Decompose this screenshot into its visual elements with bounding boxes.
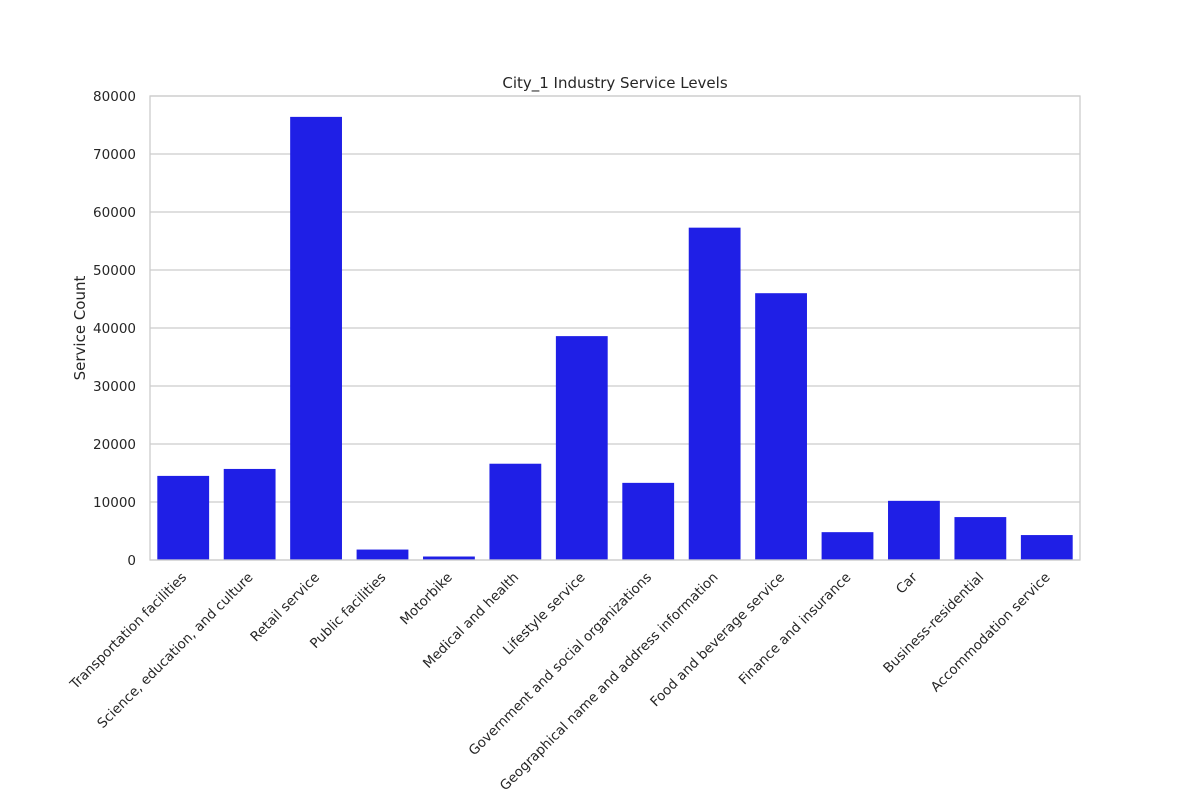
grid	[150, 95, 1080, 561]
bar	[954, 517, 1007, 560]
y-tick-label: 40000	[93, 321, 136, 337]
y-tick-label: 0	[127, 553, 136, 569]
y-axis-ticks: 0 10000 20000 30000 40000 50000 60000 70000 8000…	[93, 89, 136, 569]
y-tick-label: 10000	[93, 495, 136, 511]
bar	[157, 475, 210, 560]
bar	[290, 116, 342, 560]
x-tick-label: Food and beverage service	[647, 570, 788, 711]
plot-frame	[149, 95, 1081, 561]
y-tick-label: 70000	[93, 147, 136, 163]
y-tick-label: 50000	[93, 263, 136, 279]
bar	[622, 482, 675, 560]
y-tick-label: 20000	[93, 437, 136, 453]
bar	[755, 293, 807, 560]
y-tick-label: 60000	[93, 205, 136, 221]
chart-title: City_1 Industry Service Levels	[502, 74, 727, 93]
y-tick-label: 30000	[93, 379, 136, 395]
bar	[489, 463, 542, 560]
bar	[555, 336, 608, 560]
x-tick-label: Motorbike	[397, 570, 456, 629]
bar	[356, 549, 409, 560]
x-tick-label: Retail service	[247, 570, 323, 646]
bar	[821, 532, 874, 560]
bar	[1020, 535, 1073, 560]
bar	[423, 556, 475, 560]
x-tick-label: Finance and insurance	[736, 570, 855, 689]
bar	[688, 227, 741, 560]
x-tick-label: Car	[893, 569, 921, 597]
bar	[888, 500, 940, 560]
x-tick-label: Accommodation service	[928, 570, 1054, 696]
y-axis-label: Service Count	[71, 276, 89, 381]
y-tick-label: 80000	[93, 89, 136, 105]
bars	[157, 116, 1073, 560]
bar	[223, 468, 276, 560]
x-tick-label: Transportation facilities	[66, 570, 190, 694]
